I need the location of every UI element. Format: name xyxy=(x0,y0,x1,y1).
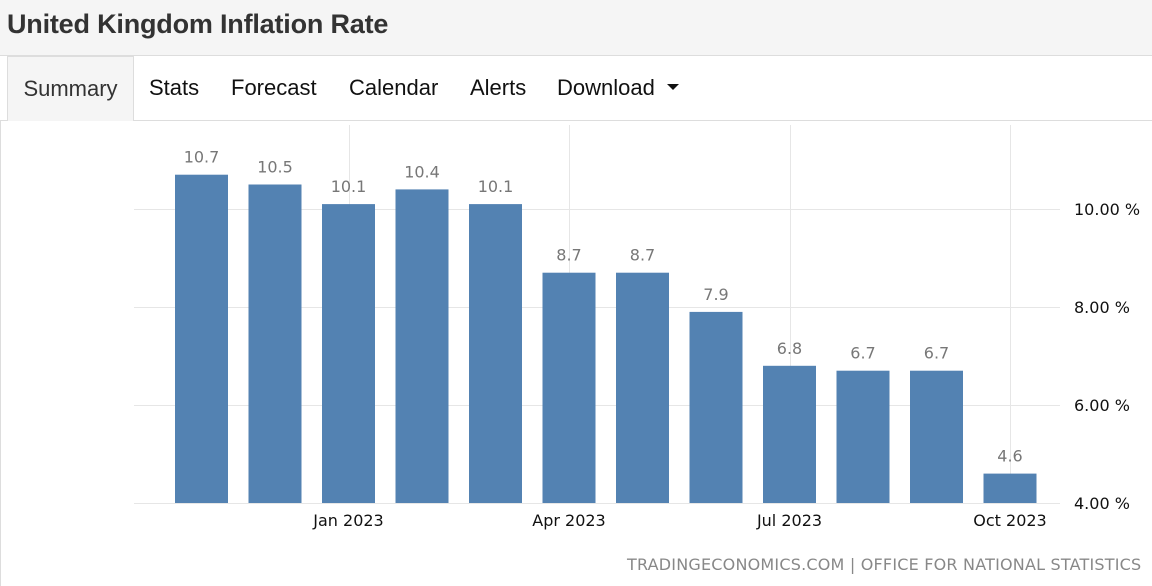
tab-label: Calendar xyxy=(349,75,439,100)
chevron-down-icon[interactable] xyxy=(666,84,679,91)
x-tick-label: Apr 2023 xyxy=(532,511,605,530)
credit-separator: | xyxy=(849,555,856,574)
value-label: 6.7 xyxy=(850,344,875,363)
tab-summary[interactable]: Summary xyxy=(7,56,134,121)
tab-label: Summary xyxy=(23,76,118,101)
tab-calendar[interactable]: Calendar xyxy=(349,56,438,120)
value-labels: 10.7 10.5 10.1 10.4 10.1 8.7 8.7 7.9 6.8 6.7 6.7 4.… xyxy=(184,148,1023,466)
tab-stats[interactable]: Stats xyxy=(149,56,199,120)
tab-label: Stats xyxy=(149,75,200,100)
value-label: 10.4 xyxy=(404,162,440,181)
tab-label: Alerts xyxy=(470,75,527,100)
tab-forecast[interactable]: Forecast xyxy=(231,56,317,120)
value-label: 6.8 xyxy=(777,339,802,358)
tab-download[interactable]: Download xyxy=(557,56,679,120)
value-label: 8.7 xyxy=(630,246,655,265)
value-label: 10.5 xyxy=(257,158,293,177)
bar[interactable] xyxy=(542,272,596,503)
tab-bar: Summary Stats Forecast Calendar Alerts D… xyxy=(0,56,1152,121)
bar[interactable] xyxy=(836,370,890,503)
y-tick-label: 6.00 % xyxy=(1074,396,1130,415)
y-tick-label: 8.00 % xyxy=(1074,298,1130,317)
y-axis: 4.00 % 6.00 % 8.00 % 10.00 % xyxy=(1074,200,1140,513)
bars xyxy=(175,174,1037,504)
bar[interactable] xyxy=(763,365,816,503)
value-label: 10.1 xyxy=(331,177,367,196)
x-tick-label: Oct 2023 xyxy=(973,511,1046,530)
y-tick-label: 4.00 % xyxy=(1074,494,1130,513)
bar[interactable] xyxy=(689,311,743,503)
credit-org: OFFICE FOR NATIONAL STATISTICS xyxy=(860,555,1142,574)
page-title: United Kingdom Inflation Rate xyxy=(7,9,389,39)
bar[interactable] xyxy=(175,174,228,503)
x-tick-label: Jul 2023 xyxy=(756,511,822,530)
bar[interactable] xyxy=(983,473,1037,503)
tab-alerts[interactable]: Alerts xyxy=(470,56,526,120)
credit-site[interactable]: TRADINGECONOMICS.COM xyxy=(627,555,845,574)
value-label: 7.9 xyxy=(703,285,728,304)
bar[interactable] xyxy=(395,189,449,503)
value-label: 4.6 xyxy=(997,447,1022,466)
x-axis: Jan 2023 Apr 2023 Jul 2023 Oct 2023 xyxy=(312,511,1046,530)
bar[interactable] xyxy=(910,370,963,503)
value-label: 6.7 xyxy=(924,344,949,363)
value-label: 10.1 xyxy=(478,177,514,196)
source-credit: TRADINGECONOMICS.COM | OFFICE FOR NATION… xyxy=(627,555,1141,574)
tab-label: Forecast xyxy=(231,75,317,100)
tab-label: Download xyxy=(557,75,655,100)
y-tick-label: 10.00 % xyxy=(1074,200,1140,219)
value-label: 8.7 xyxy=(556,246,581,265)
x-tick-label: Jan 2023 xyxy=(312,511,383,530)
bar[interactable] xyxy=(248,184,302,504)
title-bar: United Kingdom Inflation Rate xyxy=(0,0,1152,56)
bar[interactable] xyxy=(469,204,522,503)
bar[interactable] xyxy=(322,204,375,503)
content-border xyxy=(0,121,1,586)
value-label: 10.7 xyxy=(184,148,220,167)
bar[interactable] xyxy=(616,272,669,503)
